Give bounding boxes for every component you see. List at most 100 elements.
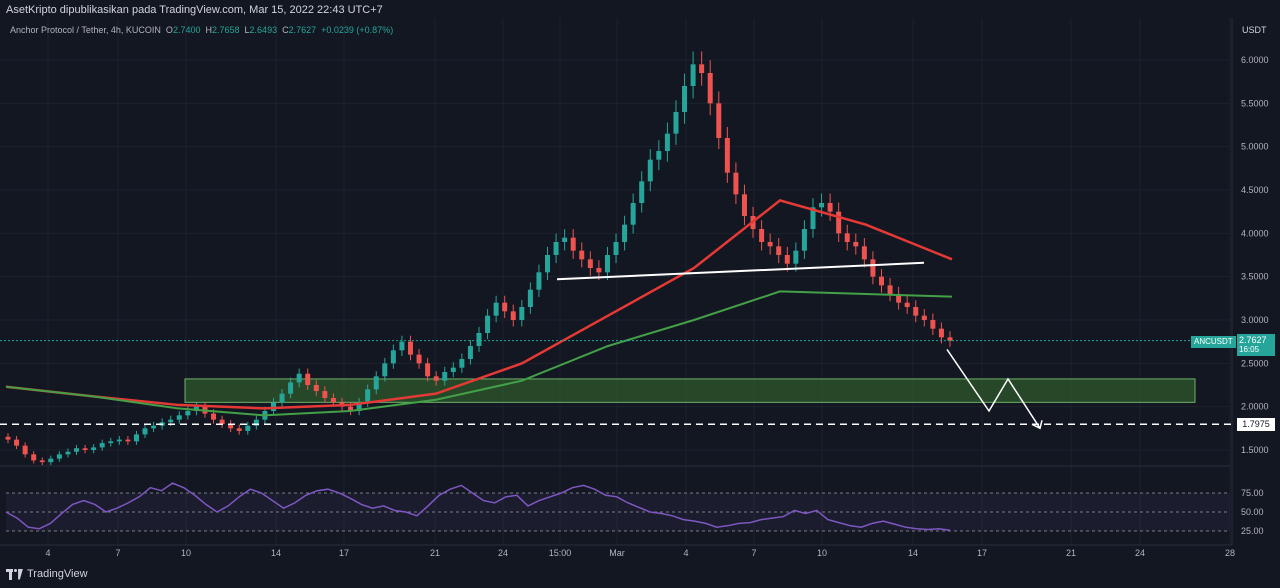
candle-body [510,311,516,320]
candle-body [682,86,688,112]
candle-body [536,272,542,290]
candle-body [784,255,790,264]
time-tick-label: 10 [181,548,191,558]
candle-body [133,434,139,442]
brand-name: TradingView [27,568,88,580]
rsi-tick-label: 25.00 [1241,526,1264,536]
candle-body [827,203,833,212]
high-label: H [205,25,212,35]
time-tick-label: 24 [498,548,508,558]
candle-body [176,415,182,420]
candle-body [211,413,217,420]
rsi-levels [6,492,1230,532]
candle-body [382,363,388,377]
candle-body [108,441,114,444]
candle-body [279,393,285,403]
candle-body [253,419,259,426]
candle-body [527,289,533,307]
close-value: 2.7627 [288,25,317,35]
time-tick-label: 10 [817,548,827,558]
candle-body [733,172,739,195]
current-price-tag: 2.7627 16:05 [1237,334,1275,356]
candle-body [579,250,585,260]
countdown-timer: 16:05 [1239,345,1260,354]
publisher-line: AsetKripto dipublikasikan pada TradingVi… [6,4,383,16]
time-tick-label: 4 [683,548,688,558]
time-tick-label: 17 [339,548,349,558]
current-price-value: 2.7627 [1239,335,1267,345]
candle-body [519,307,525,320]
candle-body [142,428,148,435]
candle-body [673,112,679,134]
candle-body [407,341,413,355]
candle-body [716,103,722,138]
candle-body [741,194,747,216]
target-level-tag: 1.7975 [1237,418,1275,431]
candle-body [947,337,953,341]
candle-body [904,302,910,307]
time-tick-label: 7 [115,548,120,558]
rsi-axis-ticks: 75.00 50.00 25.00 [1241,488,1264,536]
time-tick-label: 21 [430,548,440,558]
candle-body [613,242,619,255]
candle-body [65,451,71,455]
candle-body [22,445,28,455]
candle-body [793,250,799,264]
candle-body [878,276,884,286]
high-value: 2.7658 [211,25,240,35]
candle-body [125,439,131,442]
price-tick-label: 5.0000 [1241,142,1269,152]
neckline-trendline[interactable] [556,261,925,281]
candle-body [425,363,431,377]
rsi-tick-label: 75.00 [1241,488,1264,498]
chart-grid [0,18,1231,545]
candle-body [31,454,37,461]
projection-path[interactable] [946,349,1041,429]
candle-body [305,373,311,385]
candle-body [5,436,11,440]
candle-body [416,354,422,364]
candle-body [853,242,859,247]
price-tick-label: 4.0000 [1241,228,1269,238]
candle-body [699,64,705,73]
low-value: 2.6493 [249,25,278,35]
candle-body [896,294,902,303]
candle-body [151,425,157,429]
candle-body [467,346,473,359]
price-tick-label: 4.5000 [1241,185,1269,195]
candle-body [390,350,396,364]
time-tick-label: 17 [977,548,987,558]
candle-body [91,447,97,450]
candle-body [476,333,482,346]
candle-body [921,315,927,320]
candle-body [330,398,336,403]
candle-body [373,376,379,390]
tradingview-logo-icon [6,568,23,580]
price-axis-ticks: 6.0000 5.5000 5.0000 4.5000 4.0000 3.5000 3.00… [1241,55,1269,455]
rsi-line [5,482,951,531]
price-unit[interactable]: USDT [1242,25,1267,35]
candle-body [724,138,730,173]
footer-brand[interactable]: TradingView [6,568,88,580]
candle-body [810,207,816,229]
symbol-price-tag: ANCUSDT [1191,336,1236,348]
time-tick-label: Mar [609,548,625,558]
price-tick-label: 3.5000 [1241,272,1269,282]
candle-body [604,255,610,273]
candle-body [647,159,653,182]
projection-arrowhead [1031,420,1043,430]
candle-body [99,443,105,448]
candles [5,51,953,466]
candle-body [861,246,867,260]
candle-body [887,285,893,294]
time-tick-label: 7 [751,548,756,558]
candle-body [930,320,936,329]
candle-body [545,255,551,273]
price-tick-label: 5.5000 [1241,98,1269,108]
time-tick-label: 21 [1066,548,1076,558]
close-label: C [282,25,289,35]
candle-body [356,402,362,411]
symbol-name[interactable]: Anchor Protocol / Tether, 4h, KUCOIN [10,25,161,35]
candle-body [664,133,670,151]
